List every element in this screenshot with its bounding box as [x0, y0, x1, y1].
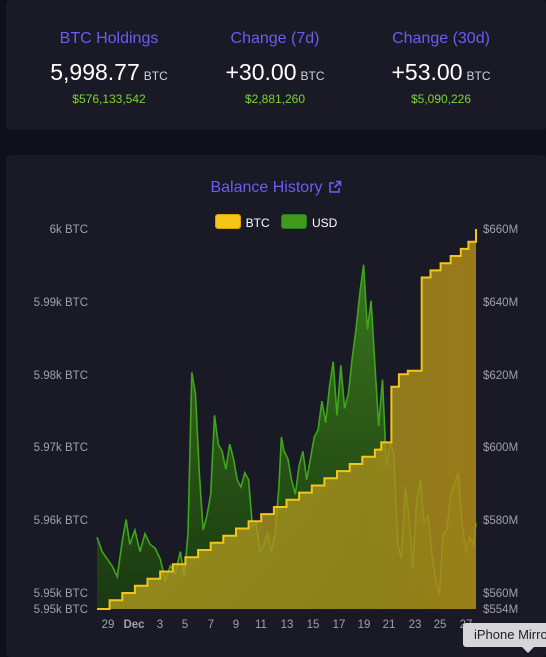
btc-line [97, 229, 477, 610]
btc-holdings-stat: BTC Holdings 5,998.77 BTC $576,133,542 [24, 30, 194, 106]
change-30d-stat: Change (30d) +53.00 BTC $5,090,226 [356, 30, 526, 106]
change-7d-usd: $2,881,260 [244, 92, 306, 106]
x-tick-label: 29 [102, 619, 115, 631]
y-right-tick-label: $620M [483, 370, 518, 382]
btc-holdings-unit: BTC [143, 69, 168, 83]
y-right-tick-label: $640M [483, 297, 518, 309]
change-30d-unit: BTC [466, 69, 491, 83]
legend-item-btc[interactable]: BTC [214, 214, 270, 230]
btc-area [97, 229, 476, 609]
btc-holdings-value: 5,998.77 [50, 59, 140, 85]
chart-title-row[interactable]: Balance History [6, 179, 546, 199]
btc-holdings-usd: $576,133,542 [72, 92, 146, 106]
change-7d-value: +30.00 [225, 59, 297, 85]
y-left-tick-label: 5.95k BTC [34, 604, 88, 616]
x-tick-label: 11 [255, 619, 267, 631]
iphone-mirroring-tooltip: iPhone Mirroring [463, 623, 546, 647]
y-right-tick-label: $560M [483, 588, 518, 600]
y-left-tick-label: 5.95k BTC [34, 588, 88, 600]
x-tick-label: 9 [233, 619, 239, 631]
x-tick-label: 7 [208, 619, 214, 631]
change-30d-label: Change (30d) [392, 30, 490, 47]
chart-title[interactable]: Balance History [210, 179, 323, 196]
x-tick-label: Dec [123, 619, 145, 631]
legend-swatch-usd [281, 214, 307, 229]
legend-label-usd: USD [312, 216, 338, 230]
change-30d-value: +53.00 [391, 59, 463, 85]
btc-holdings-label: BTC Holdings [59, 30, 159, 47]
btc-series [97, 229, 477, 610]
legend-label-btc: BTC [245, 216, 270, 230]
change-7d-label: Change (7d) [230, 30, 320, 47]
legend-item-usd[interactable]: USD [281, 214, 337, 230]
y-right-tick-label: $600M [483, 442, 518, 454]
x-tick-label: 3 [157, 619, 163, 631]
change-7d-stat: Change (7d) +30.00 BTC $2,881,260 [190, 30, 360, 106]
y-right-tick-label: $580M [483, 515, 518, 527]
y-right-tick-label: $660M [483, 224, 518, 236]
chart-legend: BTC USD [6, 214, 546, 230]
legend-swatch-btc [214, 214, 241, 229]
x-tick-label: 15 [307, 619, 320, 631]
change-30d-usd: $5,090,226 [410, 92, 472, 106]
x-tick-label: 13 [281, 619, 294, 631]
y-right-tick-label: $554M [483, 604, 518, 616]
y-left-tick-label: 6k BTC [50, 224, 88, 236]
change-7d-unit: BTC [300, 69, 325, 83]
summary-card: BTC Holdings 5,998.77 BTC $576,133,542 Ch… [6, 0, 546, 130]
y-left-tick-label: 5.98k BTC [34, 370, 88, 382]
x-tick-label: 25 [434, 619, 447, 631]
y-left-tick-label: 5.96k BTC [34, 515, 88, 527]
x-tick-label: 5 [182, 619, 188, 631]
y-left-tick-label: 5.97k BTC [34, 442, 88, 454]
x-tick-label: 19 [358, 619, 371, 631]
x-tick-label: 21 [383, 619, 396, 631]
x-axis: 29Dec3579111315171921232527 [102, 619, 473, 631]
y-left-tick-label: 5.99k BTC [34, 297, 88, 309]
y-axis-left: 6k BTC 5.99k BTC 5.98k BTC 5.97k BTC 5.96k B… [34, 224, 88, 616]
external-link-icon[interactable] [328, 180, 342, 199]
x-tick-label: 17 [333, 619, 346, 631]
tooltip-caret [522, 647, 534, 653]
x-tick-label: 23 [409, 619, 422, 631]
y-axis-right: $660M $640M $620M $600M $580M $560M $554M [483, 224, 518, 616]
